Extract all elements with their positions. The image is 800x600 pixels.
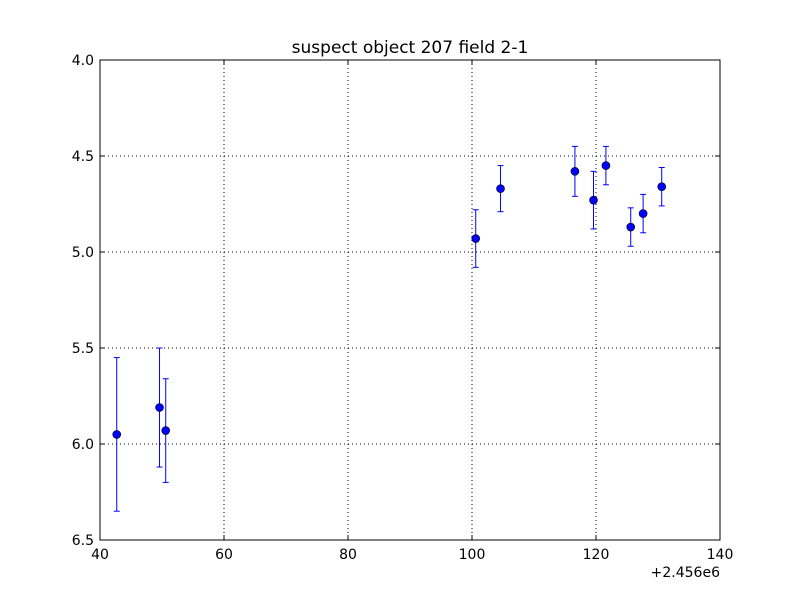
data-point [626, 222, 636, 232]
grid [100, 60, 720, 540]
y-tick-label: 6.5 [72, 533, 94, 549]
plot-area [100, 60, 720, 540]
x-tick-label: 40 [91, 547, 109, 563]
data-point [657, 182, 667, 192]
tick-labels: 40 60 80 100 120 140 4.0 4.5 5.0 5.5 6.0 6.5 [72, 53, 734, 563]
data-point [570, 167, 580, 176]
data-points [112, 161, 667, 439]
y-tick-label: 4.5 [72, 149, 94, 165]
y-tick-label: 5.5 [72, 341, 94, 357]
x-tick-label: 80 [339, 547, 357, 563]
data-point [589, 195, 598, 205]
data-point [471, 234, 481, 243]
x-offset-label: +2.456e6 [651, 565, 720, 581]
data-point [155, 403, 164, 412]
x-tick-label: 120 [583, 547, 610, 563]
x-tick-label: 100 [459, 547, 486, 563]
data-point [638, 209, 648, 218]
plot-frame [99, 59, 721, 541]
data-point [161, 426, 171, 435]
y-tick-label: 6.0 [72, 437, 94, 453]
x-tick-label: 60 [215, 547, 233, 563]
data-point [601, 161, 611, 170]
y-tick-label: 5.0 [72, 245, 94, 261]
data-point [496, 184, 505, 193]
axis-ticks [99, 59, 721, 541]
chart-title: suspect object 207 field 2-1 [292, 38, 529, 58]
y-tick-label: 4.0 [72, 53, 94, 69]
data-point [112, 430, 122, 439]
x-tick-label: 140 [707, 547, 734, 563]
